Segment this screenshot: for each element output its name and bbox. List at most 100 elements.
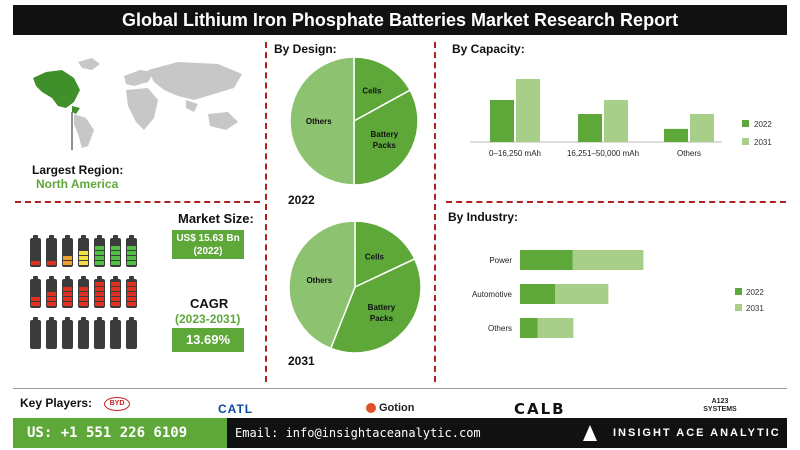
battery-cell [95, 246, 104, 250]
pie-2022-slice-1 [353, 89, 419, 186]
battery-cell [127, 297, 136, 301]
battery-icon [30, 235, 41, 267]
market-size-value: US$ 15.63 Bn [176, 233, 240, 244]
battery-cell [111, 246, 120, 250]
brand-logo-icon [583, 425, 597, 441]
battery-cell [127, 246, 136, 250]
capacity-bar-2-0 [664, 128, 688, 142]
industry-title: By Industry: [448, 210, 519, 224]
capacity-bar-1-0 [578, 114, 602, 142]
design-title: By Design: [274, 42, 337, 56]
battery-icon [62, 317, 73, 349]
industry-chart: Power Automotive Others 2022 2031 [472, 250, 764, 338]
cagr-label: CAGR [190, 296, 229, 311]
battery-icon [46, 276, 57, 308]
battery-cell [79, 256, 88, 260]
capacity-legend-swatch-0 [742, 120, 749, 127]
capacity-legend-swatch-1 [742, 138, 749, 145]
battery-cell [31, 302, 40, 306]
largest-region-value: North America [36, 177, 119, 191]
battery-cell [111, 287, 120, 291]
pie-2031-label-1: Battery Packs [368, 303, 396, 323]
pie-chart-2031: Cells Battery Packs Others [288, 220, 422, 354]
player-a123: A123 SYSTEMS [703, 398, 737, 413]
battery-icon [110, 317, 121, 349]
battery-cell [79, 297, 88, 301]
pie-2022-year: 2022 [288, 193, 315, 207]
divider-right [434, 42, 436, 382]
battery-cell [63, 287, 72, 291]
battery-cell [63, 292, 72, 296]
industry-bar-2-0 [520, 318, 538, 338]
battery-icon [46, 317, 57, 349]
battery-cell [95, 297, 104, 301]
industry-bar-2-1 [537, 318, 574, 338]
pie-2031-slice-2 [288, 220, 356, 350]
industry-legend-1: 2031 [746, 304, 764, 313]
divider-left [265, 42, 267, 382]
player-byd: BYD [104, 397, 130, 411]
battery-cell [95, 282, 104, 286]
player-calb: CALB [514, 400, 566, 418]
capacity-tick-1: 16,251–50,000 mAh [567, 149, 639, 158]
battery-cell [79, 302, 88, 306]
battery-cell [111, 302, 120, 306]
battery-cell [127, 282, 136, 286]
battery-cell [95, 256, 104, 260]
battery-cell [111, 256, 120, 260]
page-title: Global Lithium Iron Phosphate Batteries … [13, 5, 787, 35]
industry-legend-0: 2022 [746, 288, 764, 297]
divider-right-h [446, 201, 786, 203]
battery-icon [78, 317, 89, 349]
battery-cell [79, 261, 88, 265]
cagr-value: 13.69% [172, 328, 244, 352]
footer-phone: US: +1 551 226 6109 [13, 418, 227, 448]
battery-icon [46, 235, 57, 267]
battery-icon [94, 276, 105, 308]
player-gotion: Gotion [366, 402, 414, 414]
battery-cell [95, 251, 104, 255]
battery-cell [79, 287, 88, 291]
battery-cell [111, 297, 120, 301]
battery-cell [47, 292, 56, 296]
capacity-bar-0-1 [516, 79, 540, 142]
industry-bar-1-0 [520, 284, 555, 304]
battery-cell [127, 292, 136, 296]
player-catl: CATL [218, 402, 254, 416]
pie-2031-label-2: Others [306, 276, 332, 285]
pie-2031-slice-1 [329, 257, 422, 354]
capacity-legend-1: 2031 [754, 138, 772, 147]
battery-icon [30, 317, 41, 349]
industry-tick-1: Automotive [472, 290, 513, 299]
battery-cell [31, 297, 40, 301]
battery-icon [62, 235, 73, 267]
capacity-legend-0: 2022 [754, 120, 772, 129]
battery-icon [78, 276, 89, 308]
player-byd-text: BYD [109, 400, 125, 407]
battery-cell [111, 261, 120, 265]
battery-cell [127, 256, 136, 260]
market-size-label: Market Size: [178, 211, 254, 226]
battery-cell [63, 302, 72, 306]
capacity-bar-2-1 [690, 114, 714, 142]
battery-icon [78, 235, 89, 267]
industry-tick-2: Others [488, 324, 512, 333]
battery-icon [110, 276, 121, 308]
market-size-year: (2022) [193, 246, 223, 257]
battery-cell [127, 302, 136, 306]
battery-cell [95, 292, 104, 296]
battery-cell [111, 292, 120, 296]
pie-2031-slice-0 [354, 220, 416, 289]
battery-cell [127, 287, 136, 291]
battery-icon [126, 317, 137, 349]
gotion-icon [366, 403, 376, 414]
battery-cell [95, 261, 104, 265]
battery-cell [79, 251, 88, 255]
battery-icon [110, 235, 121, 267]
battery-icon [94, 317, 105, 349]
battery-icon [126, 235, 137, 267]
battery-cell [63, 256, 72, 260]
battery-cell [95, 302, 104, 306]
industry-bar-1-1 [555, 284, 609, 304]
pie-2022-slice-2 [289, 56, 355, 186]
